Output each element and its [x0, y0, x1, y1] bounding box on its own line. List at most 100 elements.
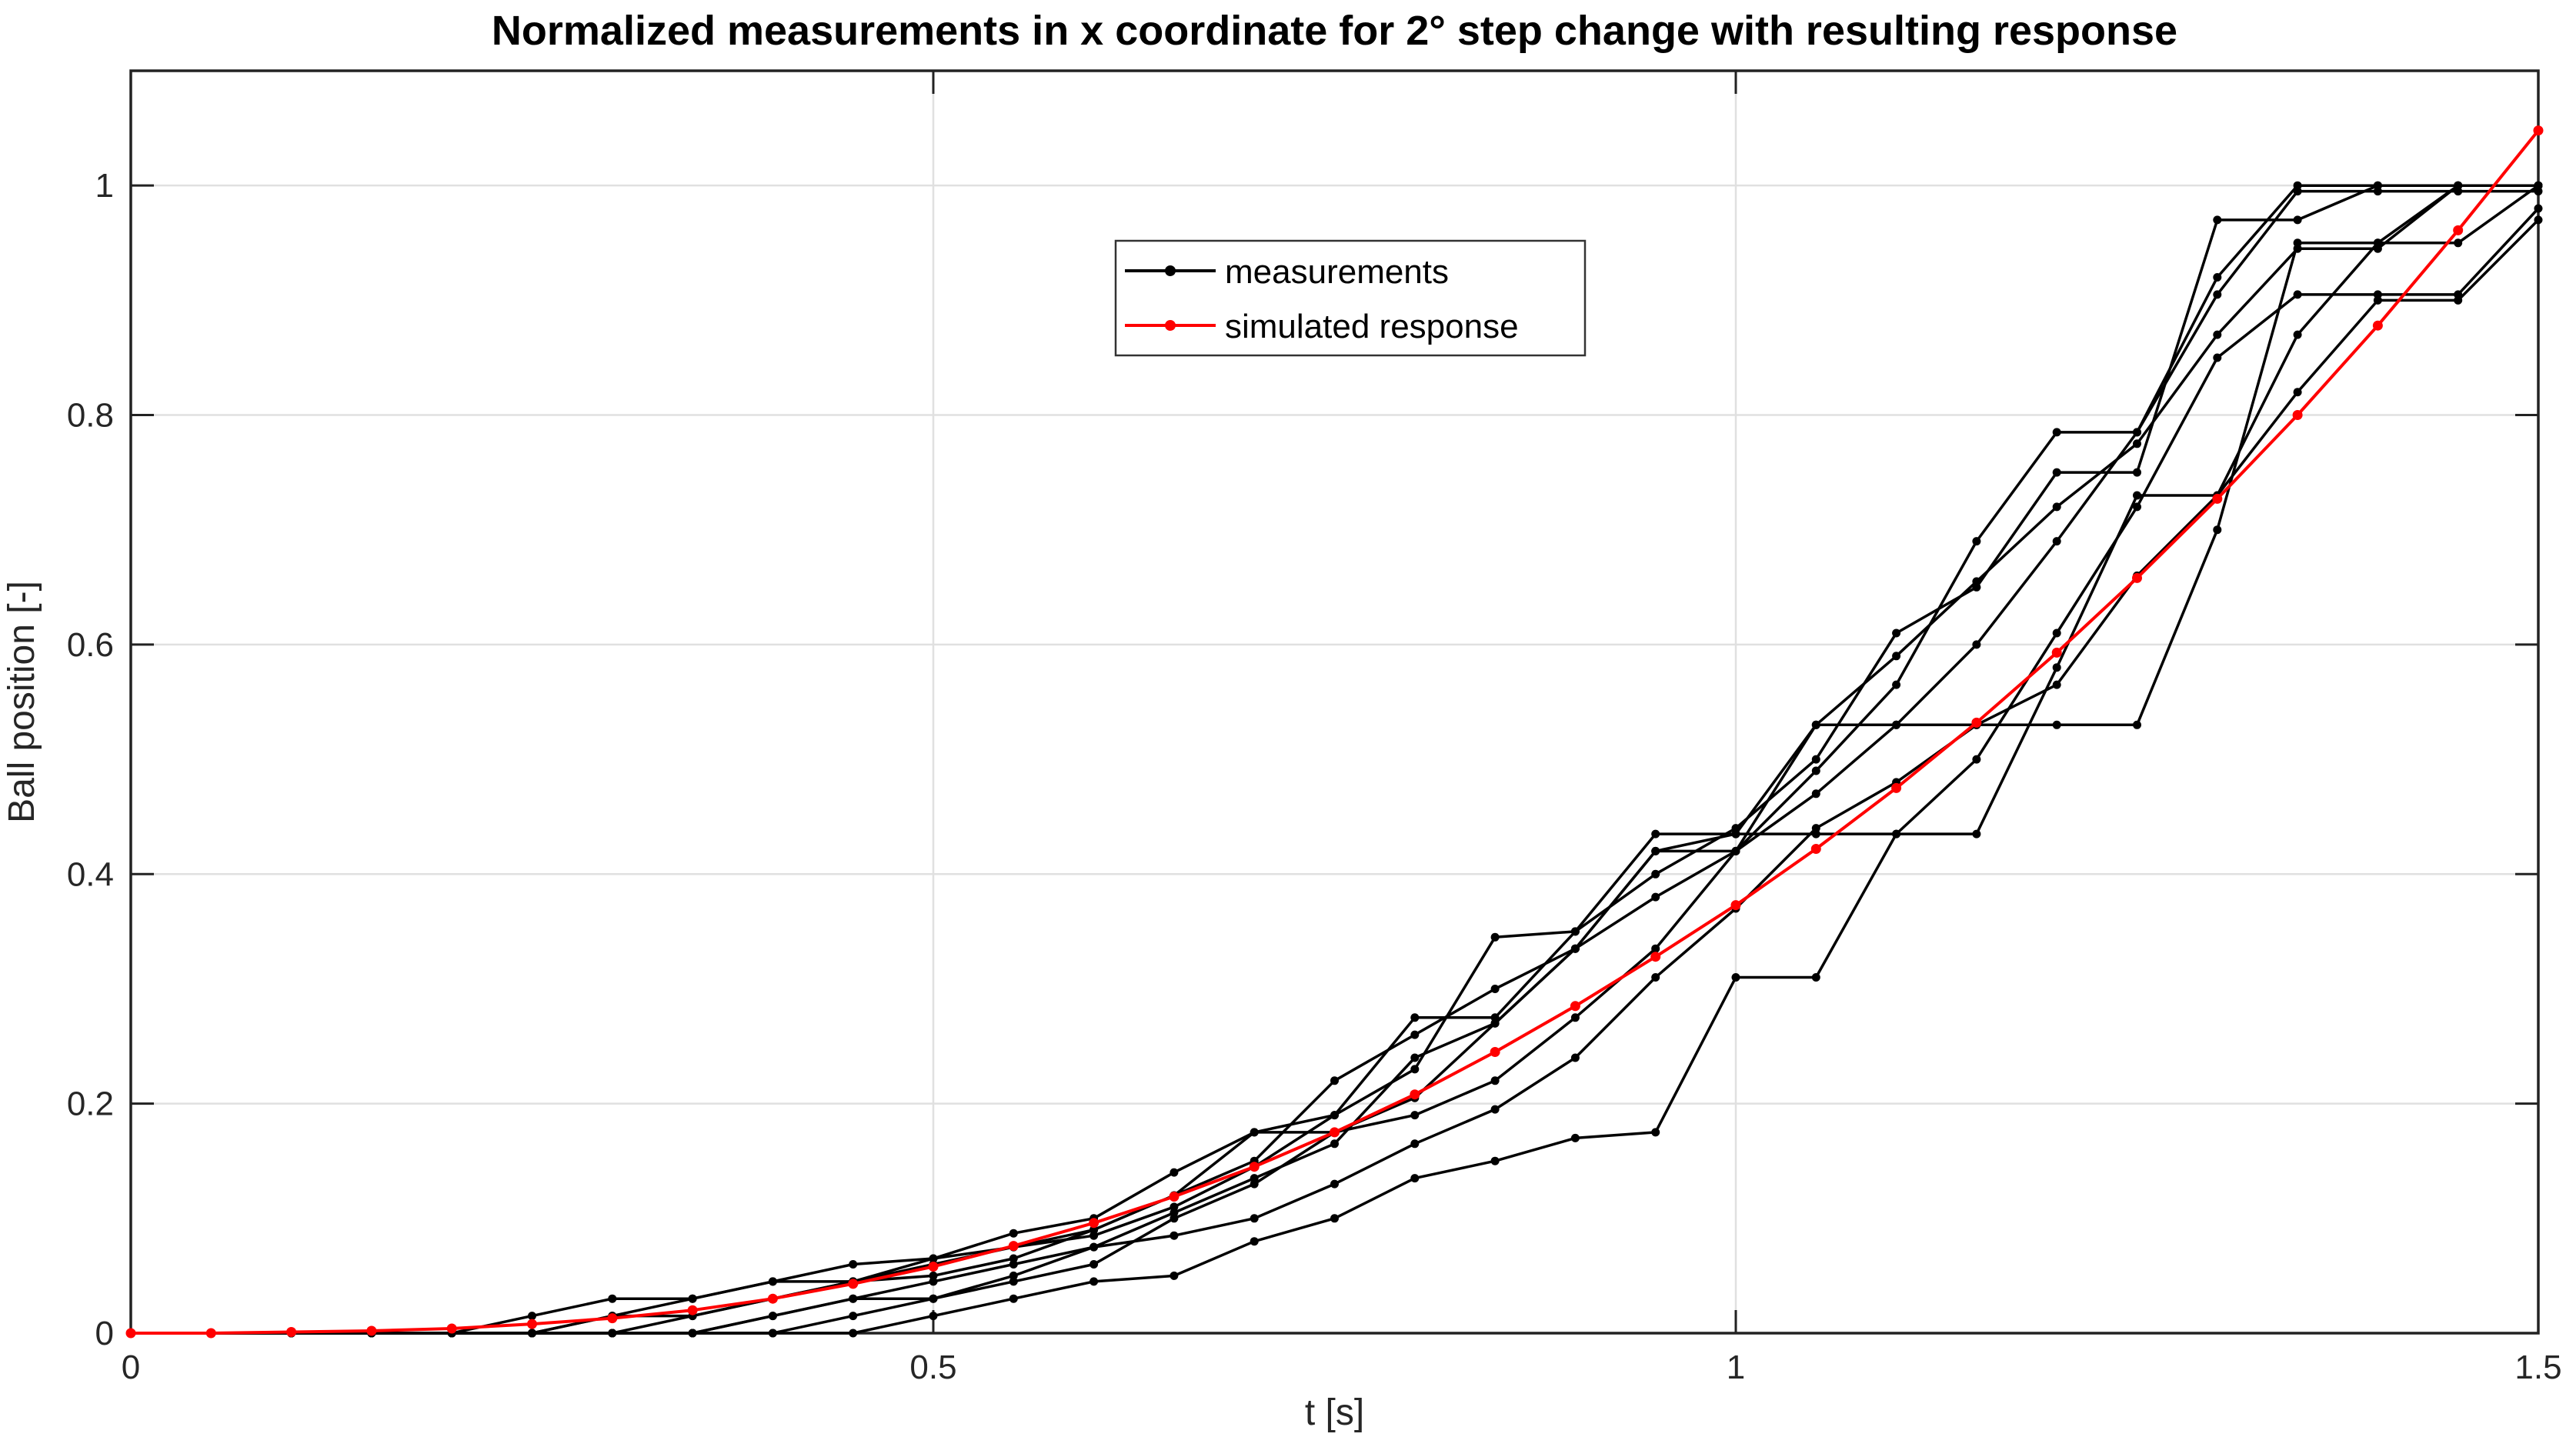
series-marker-measurement-5 [1089, 1260, 1099, 1269]
series-marker-measurement-8 [1972, 577, 1981, 586]
series-marker-measurement-1 [2133, 491, 2141, 500]
series-marker-measurement-7 [768, 1329, 777, 1338]
series-marker-measurement-7 [2293, 388, 2302, 397]
series-marker-measurement-2 [2052, 720, 2061, 729]
series-marker-measurement-6 [2293, 181, 2302, 190]
series-marker-measurement-8 [1570, 927, 1580, 936]
series-marker-measurement-8 [688, 1294, 697, 1303]
series-marker-measurement-8 [1170, 1202, 1179, 1212]
series-marker-measurement-3 [1250, 1237, 1259, 1246]
series-marker-simulated-response [2051, 647, 2062, 658]
series-marker-measurement-8 [1490, 932, 1500, 942]
series-marker-simulated-response [286, 1327, 297, 1337]
series-marker-measurement-6 [929, 1271, 938, 1280]
legend-swatch-marker [1165, 265, 1176, 276]
series-marker-simulated-response [848, 1279, 859, 1289]
series-marker-measurement-4 [1250, 1128, 1259, 1137]
series-marker-measurement-5 [1892, 720, 1901, 729]
y-tick-label: 1 [95, 167, 114, 205]
series-marker-simulated-response [2292, 410, 2303, 420]
series-marker-measurement-7 [929, 1294, 938, 1303]
y-tick-label: 0.8 [67, 397, 114, 435]
x-tick-label: 0 [122, 1349, 140, 1386]
series-marker-simulated-response [1410, 1089, 1420, 1100]
series-marker-measurement-6 [2213, 273, 2222, 282]
series-marker-measurement-8 [929, 1254, 938, 1263]
series-marker-measurement-8 [1892, 652, 1901, 661]
series-marker-measurement-8 [1651, 829, 1660, 839]
series-marker-simulated-response [1971, 717, 1982, 728]
series-marker-measurement-3 [2293, 290, 2302, 299]
series-marker-simulated-response [1730, 900, 1741, 911]
series-marker-measurement-5 [2052, 537, 2061, 546]
series-marker-simulated-response [2372, 320, 2383, 331]
series-marker-measurement-1 [2293, 330, 2302, 339]
series-marker-measurement-3 [1089, 1277, 1099, 1286]
series-marker-measurement-3 [1972, 755, 1981, 764]
series-marker-simulated-response [1330, 1127, 1340, 1138]
y-tick-label: 0 [95, 1315, 114, 1352]
series-marker-simulated-response [1810, 844, 1821, 854]
series-marker-simulated-response [125, 1328, 136, 1339]
series-marker-measurement-7 [1009, 1271, 1018, 1280]
series-marker-measurement-7 [688, 1329, 697, 1338]
series-marker-simulated-response [1891, 782, 1902, 793]
series-marker-measurement-8 [768, 1277, 777, 1286]
series-marker-measurement-4 [1410, 1013, 1420, 1022]
series-marker-measurement-7 [1089, 1242, 1099, 1252]
series-marker-measurement-8 [2373, 244, 2382, 253]
series-marker-measurement-5 [849, 1294, 858, 1303]
series-marker-measurement-7 [1811, 824, 1820, 833]
y-tick-label: 0.6 [67, 626, 114, 664]
series-marker-measurement-3 [1330, 1214, 1339, 1223]
series-marker-measurement-6 [1570, 944, 1580, 953]
series-marker-simulated-response [1008, 1241, 1019, 1252]
axes-box [129, 69, 2540, 1335]
series-marker-measurement-8 [528, 1312, 536, 1321]
series-marker-measurement-8 [1731, 829, 1740, 839]
series-marker-measurement-3 [1009, 1294, 1018, 1303]
series-marker-measurement-6 [1651, 846, 1660, 855]
series-marker-measurement-4 [1811, 755, 1820, 764]
series-marker-measurement-4 [2213, 215, 2222, 225]
series-marker-simulated-response [446, 1323, 457, 1334]
legend-item-label: simulated response [1225, 308, 1519, 345]
series-marker-simulated-response [205, 1328, 216, 1339]
series-marker-simulated-response [366, 1325, 377, 1336]
series-marker-simulated-response [767, 1293, 778, 1304]
y-axis-label: Ball position [-] [2, 581, 42, 823]
series-marker-measurement-1 [2454, 238, 2463, 248]
series-marker-measurement-5 [2213, 290, 2222, 299]
series-marker-measurement-1 [1972, 829, 1981, 839]
series-marker-measurement-2 [1651, 892, 1660, 902]
series-marker-measurement-3 [2213, 353, 2222, 362]
series-marker-measurement-5 [1570, 1013, 1580, 1022]
series-marker-measurement-3 [1170, 1271, 1179, 1280]
series-marker-measurement-8 [1089, 1231, 1099, 1240]
series-marker-simulated-response [1570, 1001, 1580, 1012]
series-marker-measurement-8 [2213, 330, 2222, 339]
series-marker-measurement-7 [1570, 1053, 1580, 1062]
y-tick-label: 0.2 [67, 1085, 114, 1123]
series-marker-measurement-7 [1330, 1179, 1339, 1189]
series-marker-measurement-4 [1651, 869, 1660, 879]
x-axis-label: t [s] [1305, 1392, 1364, 1433]
series-marker-measurement-8 [849, 1260, 858, 1269]
series-marker-measurement-4 [2133, 468, 2141, 477]
series-marker-measurement-3 [1731, 973, 1740, 982]
series-marker-simulated-response [607, 1313, 618, 1324]
series-marker-measurement-8 [1330, 1111, 1339, 1120]
series-marker-simulated-response [1089, 1218, 1099, 1229]
series-marker-measurement-7 [608, 1329, 617, 1338]
series-marker-simulated-response [2533, 125, 2544, 136]
series-marker-measurement-8 [2133, 439, 2141, 448]
series-marker-measurement-4 [1170, 1168, 1179, 1177]
x-tick-label: 1.5 [2514, 1349, 2561, 1386]
series-marker-measurement-6 [1410, 1030, 1420, 1039]
series-marker-measurement-4 [1490, 1013, 1500, 1022]
x-tick-label: 0.5 [909, 1349, 956, 1386]
series-marker-measurement-5 [1410, 1111, 1420, 1120]
series-marker-measurement-2 [1410, 1053, 1420, 1062]
